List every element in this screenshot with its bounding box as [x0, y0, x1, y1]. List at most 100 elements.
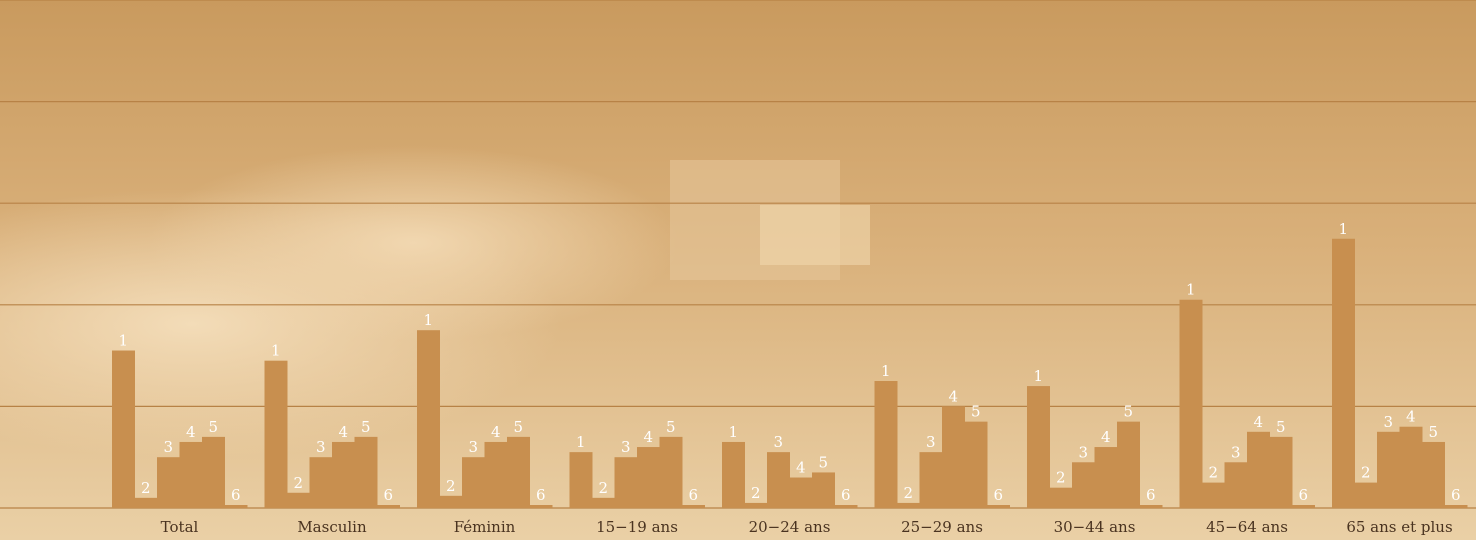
bar-3-4: [637, 447, 660, 508]
bar-label-7-1: 1: [1186, 281, 1196, 299]
bar-label-2-2: 2: [446, 477, 456, 495]
category-label-7: 45−64 ans: [1206, 518, 1288, 536]
bar-label-7-3: 3: [1231, 443, 1241, 461]
bar-1-6: [377, 505, 400, 508]
bar-8-6: [1444, 505, 1468, 508]
category-label-2: Féminin: [454, 518, 516, 536]
bar-label-1-4: 4: [338, 423, 348, 441]
bar-label-5-6: 6: [993, 486, 1003, 504]
category-label-0: Total: [161, 518, 199, 536]
bar-label-3-3: 3: [621, 438, 631, 456]
bar-label-6-5: 5: [1123, 403, 1133, 421]
bar-label-3-2: 2: [598, 479, 608, 497]
bar-label-5-4: 4: [948, 387, 958, 405]
bar-0-2: [134, 497, 158, 508]
bar-label-2-5: 5: [513, 418, 523, 436]
bar-label-5-1: 1: [881, 362, 891, 380]
bar-7-4: [1247, 431, 1270, 508]
bar-label-8-2: 2: [1361, 464, 1371, 482]
bar-3-6: [682, 505, 705, 508]
bar-label-6-2: 2: [1056, 469, 1066, 487]
bar-6-4: [1094, 447, 1118, 508]
bar-1-5: [354, 436, 378, 508]
bar-1-2: [287, 492, 310, 508]
bar-7-2: [1202, 482, 1225, 508]
bar-label-5-2: 2: [903, 484, 913, 502]
bar-6-2: [1049, 487, 1073, 508]
bar-7-1: [1179, 299, 1203, 508]
bar-3-5: [659, 436, 683, 508]
bar-0-6: [224, 505, 248, 508]
bar-label-6-6: 6: [1146, 486, 1156, 504]
bar-label-4-3: 3: [773, 433, 783, 451]
bar-8-2: [1354, 482, 1378, 508]
bar-label-4-6: 6: [841, 486, 851, 504]
bar-2-4: [484, 441, 508, 508]
bar-label-1-2: 2: [293, 474, 303, 492]
bar-7-6: [1292, 505, 1315, 508]
bar-2-3: [462, 457, 485, 508]
bar-0-3: [157, 457, 180, 508]
bar-label-1-1: 1: [271, 342, 281, 360]
bar-label-1-6: 6: [383, 486, 393, 504]
bar-label-0-4: 4: [186, 423, 196, 441]
bar-2-6: [529, 505, 553, 508]
bar-6-5: [1117, 421, 1140, 508]
bar-2-1: [417, 330, 440, 508]
bar-3-2: [592, 497, 615, 508]
bar-5-2: [897, 502, 920, 508]
bar-label-5-3: 3: [926, 433, 936, 451]
bar-label-0-1: 1: [118, 332, 128, 350]
bar-label-2-1: 1: [423, 311, 433, 329]
bar-2-2: [439, 495, 463, 508]
category-label-8: 65 ans et plus: [1346, 518, 1452, 536]
bar-label-7-4: 4: [1253, 413, 1263, 431]
bar-label-8-6: 6: [1451, 486, 1461, 504]
category-label-3: 15−19 ans: [596, 518, 678, 536]
bar-5-3: [919, 452, 943, 508]
bar-4-5: [812, 472, 835, 508]
bar-4-2: [744, 502, 768, 508]
bar-label-7-2: 2: [1208, 464, 1218, 482]
bar-4-3: [767, 452, 790, 508]
bar-label-4-5: 5: [818, 453, 828, 471]
bar-8-1: [1332, 238, 1355, 508]
bar-label-1-5: 5: [361, 418, 371, 436]
bar-label-0-5: 5: [208, 418, 218, 436]
bar-6-6: [1139, 505, 1163, 508]
bar-label-3-1: 1: [576, 433, 586, 451]
bar-label-2-4: 4: [491, 423, 501, 441]
category-label-6: 30−44 ans: [1054, 518, 1136, 536]
bar-1-4: [332, 441, 355, 508]
category-label-1: Masculin: [297, 518, 367, 536]
category-label-4: 20−24 ans: [749, 518, 831, 536]
bar-label-0-3: 3: [163, 438, 173, 456]
bar-label-8-1: 1: [1338, 220, 1348, 238]
bar-label-8-4: 4: [1406, 408, 1416, 426]
bar-5-5: [964, 421, 988, 508]
bar-8-3: [1377, 431, 1400, 508]
bar-0-5: [202, 436, 225, 508]
bar-1-1: [264, 360, 288, 508]
bar-label-3-4: 4: [643, 428, 653, 446]
bar-label-4-2: 2: [751, 484, 761, 502]
bar-label-8-5: 5: [1428, 423, 1438, 441]
bar-label-0-2: 2: [141, 479, 151, 497]
bar-label-6-4: 4: [1101, 428, 1111, 446]
bar-2-5: [507, 436, 530, 508]
bar-7-5: [1269, 436, 1293, 508]
bar-label-5-5: 5: [971, 403, 981, 421]
bars-layer: [112, 238, 1468, 508]
bar-label-6-3: 3: [1078, 443, 1088, 461]
bar-label-4-1: 1: [728, 423, 738, 441]
bar-6-3: [1072, 462, 1095, 508]
bar-label-3-6: 6: [688, 486, 698, 504]
bar-8-4: [1399, 426, 1423, 508]
bar-5-6: [987, 505, 1010, 508]
bar-label-6-1: 1: [1033, 367, 1043, 385]
bar-5-4: [942, 406, 965, 508]
bar-6-1: [1027, 386, 1050, 508]
bar-3-1: [569, 452, 593, 508]
